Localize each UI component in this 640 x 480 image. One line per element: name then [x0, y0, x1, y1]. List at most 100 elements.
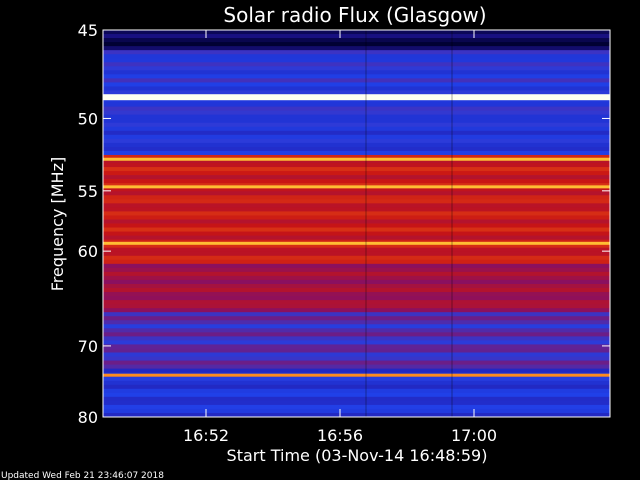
- spectrum-row: [103, 126, 610, 132]
- spectrum-row: [103, 364, 610, 370]
- spectrum-row: [103, 296, 610, 301]
- spectrum-row: [103, 344, 610, 350]
- spectrum-row: [103, 74, 610, 79]
- y-axis-label: Frequency [MHz]: [48, 157, 67, 291]
- spectrum-row: [103, 114, 610, 120]
- spectrum-row: [103, 146, 610, 152]
- spectrum-row: [103, 171, 610, 176]
- spectrum-row: [103, 247, 610, 253]
- spectrum-row: [103, 150, 610, 156]
- spectrum-row: [103, 320, 610, 325]
- spectrum-row: [103, 340, 610, 346]
- spectrum-row: [103, 82, 610, 88]
- spectrum-row: [103, 159, 610, 164]
- spectrum-row: [103, 288, 610, 293]
- spectrum-row: [103, 207, 610, 213]
- spectrum-row: [103, 199, 610, 204]
- y-tick-label: 50: [78, 110, 98, 129]
- y-axis: 45 50 55 60 70 80: [78, 21, 610, 427]
- spectrum-row: [103, 271, 610, 277]
- spectrum-row: [103, 412, 610, 417]
- spectrum-row: [103, 243, 610, 249]
- spectrum-row: [103, 275, 610, 281]
- y-tick-label: 70: [78, 337, 98, 356]
- spectrum-row: [103, 304, 610, 309]
- spectrum-row: [103, 134, 610, 140]
- spectrum-row: [103, 263, 610, 269]
- spectrum-row: [103, 235, 610, 241]
- spectrum-row: [103, 90, 610, 96]
- spectrum-row: [103, 138, 610, 144]
- chart-title: Solar radio Flux (Glasgow): [223, 3, 486, 27]
- spectrum-row: [103, 122, 610, 128]
- spectrum-row: [103, 352, 610, 358]
- spectrum-row: [103, 167, 610, 172]
- spectrum-row: [103, 312, 610, 317]
- spectrum-row: [103, 66, 610, 71]
- y-tick-label: 55: [78, 182, 98, 201]
- spectrum-row: [103, 332, 610, 337]
- spectrum-row: [103, 219, 610, 225]
- spectrum-row: [103, 86, 610, 92]
- spectrum-row: [103, 368, 610, 374]
- spectrum-row: [103, 376, 610, 382]
- spectrum-row: [103, 231, 610, 237]
- spectrum-row: [103, 324, 610, 329]
- spectrum-row: [103, 348, 610, 354]
- spectrum-row: [103, 259, 610, 265]
- spectrum-row: [103, 283, 610, 289]
- spectrum-row: [103, 154, 610, 160]
- spectrum-row: [103, 54, 610, 59]
- spectrum-row: [103, 50, 610, 55]
- spectrum-row: [103, 78, 610, 84]
- spectrum-row: [103, 187, 610, 192]
- spectrum-row: [103, 38, 610, 43]
- spectrum-row: [103, 300, 610, 305]
- x-axis-label: Start Time (03-Nov-14 16:48:59): [227, 446, 488, 465]
- spectrum-row: [103, 388, 610, 394]
- spectrum-row: [103, 360, 610, 366]
- spectrum-row: [103, 400, 610, 406]
- spectrum-row: [103, 163, 610, 168]
- emission-band: [103, 157, 610, 161]
- spectrum-row: [103, 380, 610, 386]
- y-tick-label: 80: [78, 408, 98, 427]
- y-tick-label: 60: [78, 242, 98, 261]
- emission-band: [103, 373, 610, 377]
- emission-band: [103, 185, 610, 189]
- spectrum-row: [103, 211, 610, 217]
- spectrum-row: [103, 106, 610, 112]
- spectrum-row: [103, 98, 610, 104]
- spectrum-row: [103, 251, 610, 257]
- spectrum-row: [103, 292, 610, 297]
- spectrum-row: [103, 110, 610, 116]
- spectrum-row: [103, 396, 610, 402]
- spectrum-row: [103, 130, 610, 136]
- footer-updated: Updated Wed Feb 21 23:46:07 2018: [1, 471, 164, 480]
- spectrum-row: [103, 70, 610, 75]
- spectrum-row: [103, 408, 610, 414]
- y-tick-label: 45: [78, 21, 98, 40]
- spectrum-row: [103, 392, 610, 398]
- spectrum-row: [103, 316, 610, 321]
- spectrum-row: [103, 356, 610, 362]
- spectrum-row: [103, 34, 610, 39]
- spectrum-row: [103, 46, 610, 51]
- x-tick-label: 17:00: [451, 426, 497, 445]
- spectrum-row: [103, 279, 610, 285]
- spectrum-row: [103, 223, 610, 229]
- spectrum-row: [103, 62, 610, 67]
- spectrum-row: [103, 175, 610, 180]
- spectrum-row: [103, 308, 610, 313]
- spectrum-row: [103, 227, 610, 233]
- x-axis: 16:52 16:56 17:00: [183, 30, 497, 445]
- x-tick-label: 16:52: [183, 426, 229, 445]
- spectrum-row: [103, 191, 610, 196]
- spectrum-row: [103, 142, 610, 148]
- spectrum-row: [103, 404, 610, 410]
- spectrum-row: [103, 195, 610, 200]
- spectrum-row: [103, 336, 610, 342]
- emission-band: [103, 94, 610, 101]
- spectrum-row: [103, 267, 610, 273]
